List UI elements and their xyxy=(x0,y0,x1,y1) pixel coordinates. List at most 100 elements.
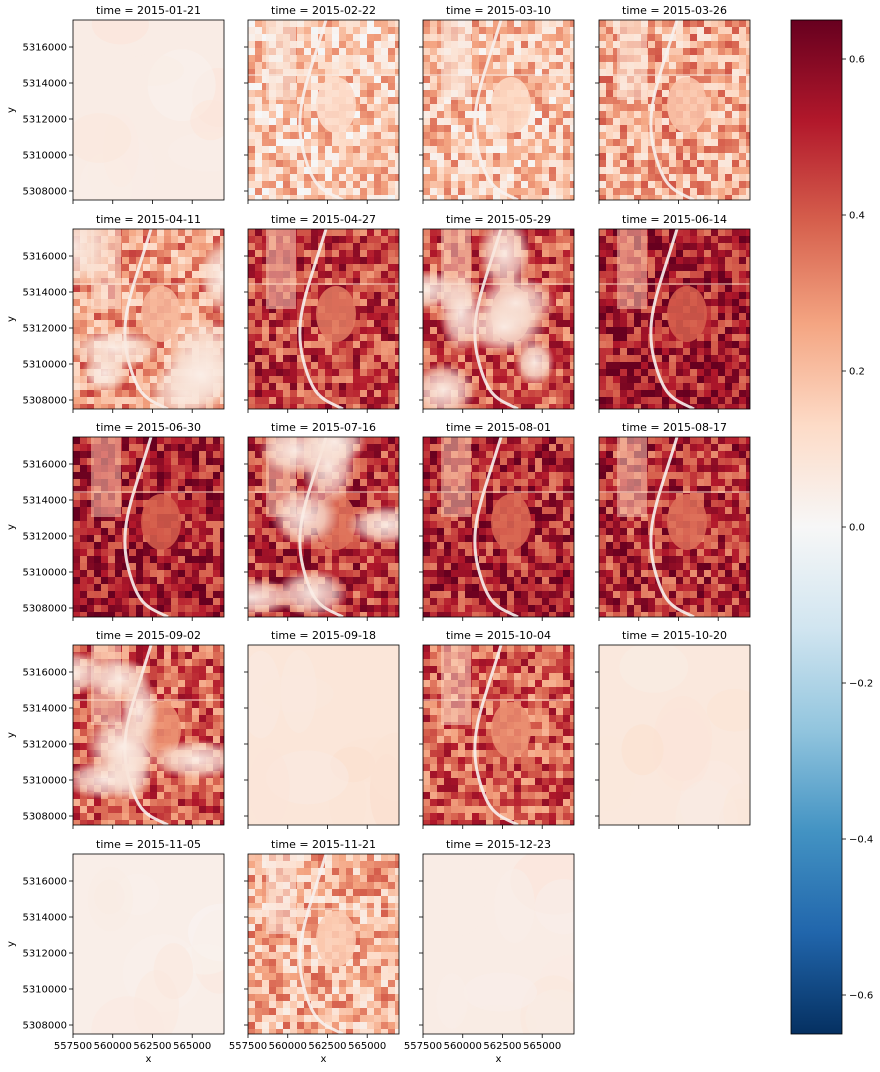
panel-title: time = 2015-08-17 xyxy=(622,421,727,434)
y-tick-label: 5312000 xyxy=(22,532,67,543)
y-tick-label: 5310000 xyxy=(22,568,67,579)
y-axis-label: y xyxy=(6,524,17,530)
x-tick-label: 557500 xyxy=(229,1041,267,1052)
heatmap-image xyxy=(73,854,224,1034)
x-tick-label: 560000 xyxy=(94,1041,132,1052)
x-tick-label: 562500 xyxy=(308,1041,346,1052)
y-tick-label: 5312000 xyxy=(22,740,67,751)
panel-title: time = 2015-08-01 xyxy=(446,421,551,434)
heatmap-image xyxy=(73,20,224,200)
panel-title: time = 2015-01-21 xyxy=(96,4,201,17)
heatmap-image xyxy=(423,229,574,409)
panel-frame xyxy=(72,644,225,826)
y-tick-label: 5316000 xyxy=(22,43,67,54)
x-tick-label: 560000 xyxy=(269,1041,307,1052)
heatmap-image xyxy=(599,20,750,200)
panel-title: time = 2015-09-02 xyxy=(96,629,201,642)
panel-title: time = 2015-06-14 xyxy=(622,213,727,226)
panel-title: time = 2015-04-27 xyxy=(271,213,376,226)
y-axis-label: y xyxy=(6,732,17,738)
heatmap-image xyxy=(599,437,750,617)
panel-title: time = 2015-07-16 xyxy=(271,421,376,434)
panel-title: time = 2015-09-18 xyxy=(271,629,376,642)
heatmap-image xyxy=(599,645,750,825)
facet-panel: time = 2015-02-22 xyxy=(244,4,400,204)
facet-panel: time = 2015-10-20 xyxy=(595,629,751,829)
y-tick-label: 5312000 xyxy=(22,115,67,126)
heatmap-image xyxy=(248,854,399,1034)
panel-title: time = 2015-10-04 xyxy=(446,629,551,642)
x-tick-label: 562500 xyxy=(483,1041,521,1052)
y-tick-label: 5314000 xyxy=(22,704,67,715)
y-tick-label: 5316000 xyxy=(22,877,67,888)
panel-frame xyxy=(598,19,751,201)
panel-title: time = 2015-12-23 xyxy=(446,838,551,851)
colorbar-tick-label: 0.0 xyxy=(849,523,865,534)
y-tick-label: 5312000 xyxy=(22,324,67,335)
heatmap-image xyxy=(248,229,399,409)
y-tick-label: 5310000 xyxy=(22,985,67,996)
heatmap-image xyxy=(423,854,574,1034)
panel-frame xyxy=(598,436,751,618)
panel-frame xyxy=(422,644,575,826)
panel-title: time = 2015-03-10 xyxy=(446,4,551,17)
panel-title: time = 2015-03-26 xyxy=(622,4,727,17)
y-tick-label: 5308000 xyxy=(22,604,67,615)
panel-title: time = 2015-11-21 xyxy=(271,838,376,851)
colorbar-tick-label: 0.6 xyxy=(849,55,865,66)
panel-title: time = 2015-06-30 xyxy=(96,421,201,434)
panel-frame xyxy=(72,853,225,1035)
facet-panel: time = 2015-10-04 xyxy=(419,629,575,829)
x-axis-label: x xyxy=(146,1054,152,1065)
colorbar-tick-label: −0.4 xyxy=(849,835,873,846)
panel-frame xyxy=(422,853,575,1035)
x-tick-label: 565000 xyxy=(173,1041,211,1052)
x-tick-label: 557500 xyxy=(54,1041,92,1052)
panel-frame xyxy=(598,228,751,410)
panel-frame xyxy=(247,644,400,826)
facet-panel: time = 2015-11-21 557500 560000 562500 56500… xyxy=(229,838,400,1065)
x-axis-label: x xyxy=(321,1054,327,1065)
facet-panels: time = 2015-01-21 5308000 5310000 5312000 53… xyxy=(6,4,751,1065)
facet-panel: time = 2015-08-17 xyxy=(595,421,751,621)
y-tick-label: 5308000 xyxy=(22,396,67,407)
y-tick-label: 5308000 xyxy=(22,812,67,823)
x-axis-label: x xyxy=(496,1054,502,1065)
x-tick-label: 560000 xyxy=(444,1041,482,1052)
heatmap-image xyxy=(423,437,574,617)
panel-title: time = 2015-02-22 xyxy=(271,4,376,17)
heatmap-image xyxy=(248,437,399,617)
facet-panel: time = 2015-09-02 5308000 5310000 5312000 53… xyxy=(6,629,225,829)
y-tick-label: 5312000 xyxy=(22,949,67,960)
heatmap-image xyxy=(423,645,574,825)
panel-frame xyxy=(598,644,751,826)
y-tick-label: 5310000 xyxy=(22,151,67,162)
facet-panel: time = 2015-04-27 xyxy=(244,213,400,413)
y-tick-label: 5316000 xyxy=(22,252,67,263)
facet-panel: time = 2015-09-18 xyxy=(244,629,400,829)
colorbar: −0.6 −0.4 −0.2 0.0 0.2 0.4 0.6 xyxy=(790,19,873,1035)
y-axis-label: y xyxy=(6,107,17,113)
x-tick-label: 557500 xyxy=(404,1041,442,1052)
heatmap-image xyxy=(248,20,399,200)
y-tick-label: 5308000 xyxy=(22,187,67,198)
facet-panel: time = 2015-04-11 5308000 5310000 5312000 53… xyxy=(6,213,225,413)
y-tick-label: 5316000 xyxy=(22,668,67,679)
panel-frame xyxy=(72,19,225,201)
colorbar-tick-label: −0.2 xyxy=(849,679,873,690)
heatmap-image xyxy=(423,20,574,200)
colorbar-gradient xyxy=(790,19,843,1035)
y-tick-label: 5316000 xyxy=(22,460,67,471)
heatmap-image xyxy=(599,229,750,409)
panel-title: time = 2015-05-29 xyxy=(446,213,551,226)
heatmap-image xyxy=(73,645,224,825)
panel-frame xyxy=(72,228,225,410)
heatmap-image xyxy=(73,437,224,617)
y-tick-label: 5310000 xyxy=(22,360,67,371)
y-tick-label: 5308000 xyxy=(22,1021,67,1032)
facet-panel: time = 2015-03-26 xyxy=(595,4,751,204)
heatmap-image xyxy=(73,229,224,409)
panel-frame xyxy=(422,19,575,201)
panel-title: time = 2015-04-11 xyxy=(96,213,201,226)
